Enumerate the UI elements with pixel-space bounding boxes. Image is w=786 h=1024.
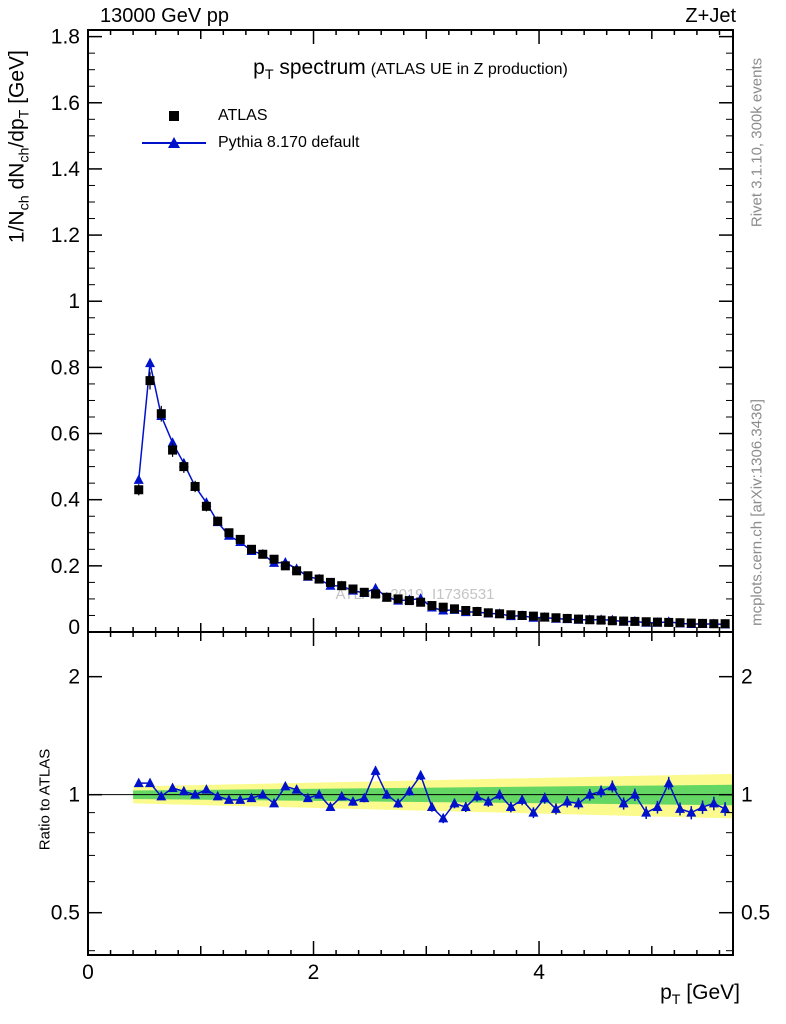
svg-text:1.4: 1.4 <box>51 158 81 181</box>
svg-text:2: 2 <box>68 666 80 689</box>
svg-text:1.2: 1.2 <box>51 224 80 247</box>
svg-text:2: 2 <box>741 666 753 689</box>
svg-text:4: 4 <box>533 961 545 984</box>
y-axis-label: 1/Nch dNch/dpT [GeV] <box>5 50 33 244</box>
legend-item-pythia: Pythia 8.170 default <box>142 129 359 156</box>
title-subtitle: (ATLAS UE in Z production) <box>370 61 568 78</box>
svg-text:1: 1 <box>68 290 80 313</box>
legend-item-atlas: ATLAS <box>142 102 359 129</box>
process-label: Z+Jet <box>685 5 736 27</box>
svg-text:0: 0 <box>82 961 94 984</box>
svg-text:0.4: 0.4 <box>51 489 81 512</box>
svg-text:0.2: 0.2 <box>51 555 80 578</box>
svg-text:1: 1 <box>68 784 80 807</box>
rivet-version-note: Rivet 3.1.10, 300k events <box>748 57 766 228</box>
plot-title: pT spectrum (ATLAS UE in Z production) <box>88 56 733 83</box>
svg-text:0.5: 0.5 <box>741 902 770 925</box>
svg-text:0.6: 0.6 <box>51 423 80 446</box>
title-main: pT spectrum <box>253 56 366 84</box>
legend-label-pythia: Pythia 8.170 default <box>218 133 360 151</box>
svg-text:0.5: 0.5 <box>51 902 80 925</box>
svg-text:1: 1 <box>741 784 753 807</box>
svg-text:2: 2 <box>308 961 320 984</box>
x-axis-label: pT [GeV] <box>660 981 740 1009</box>
svg-text:1.6: 1.6 <box>51 92 80 115</box>
ratio-y-axis-label: Ratio to ATLAS <box>36 748 54 851</box>
svg-text:0.8: 0.8 <box>51 356 80 379</box>
legend-label-atlas: ATLAS <box>218 106 268 124</box>
beam-energy-label: 13000 GeV pp <box>100 5 229 27</box>
svg-text:0: 0 <box>68 616 80 639</box>
mcplots-arxiv-note: mcplots.cern.ch [arXiv:1306.3436] <box>748 399 766 626</box>
svg-text:1.8: 1.8 <box>51 26 80 49</box>
pythia-triangle-line-marker-icon <box>142 136 206 150</box>
legend: ATLAS Pythia 8.170 default <box>142 102 359 156</box>
atlas-square-marker-icon <box>142 109 206 123</box>
